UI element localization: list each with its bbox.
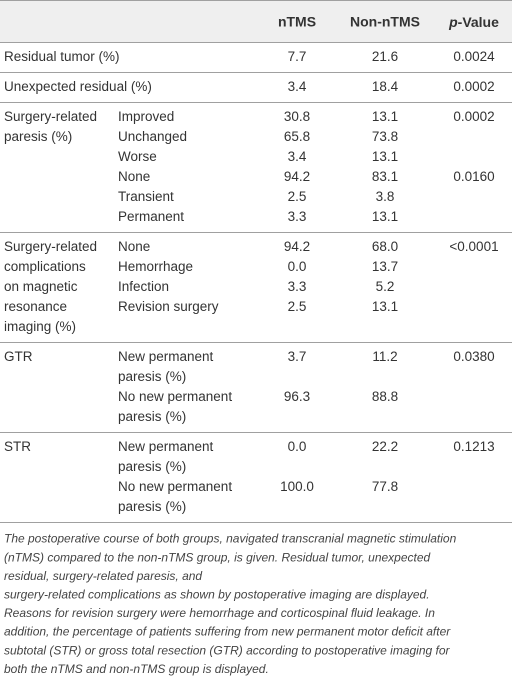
non-ntms-value: 13.1 [372,299,398,314]
ntms-value: 30.8 [284,109,310,124]
row-label: Residual tumor (%) [4,49,120,64]
p-value: 0.0002 [453,79,494,94]
p-value: 0.0160 [453,169,494,184]
footnote-line: The postoperative course of both groups,… [4,532,457,546]
ntms-value: 0.0 [288,439,307,454]
row-label: Surgery-related [4,239,97,254]
non-ntms-value: 77.8 [372,479,398,494]
row-label: imaging (%) [4,319,76,334]
header-p-value: p-Value [448,14,499,30]
sub-label: Unchanged [118,129,187,144]
non-ntms-value: 5.2 [376,279,395,294]
footnote-line: residual, surgery-related paresis, and [4,569,202,583]
sub-label: Improved [118,109,174,124]
sub-label: Revision surgery [118,299,219,314]
sub-label: New permanent [118,439,214,454]
sub-label: Infection [118,279,169,294]
sub-label: None [118,239,150,254]
sub-label: New permanent [118,349,214,364]
header-band [0,0,512,42]
non-ntms-value: 22.2 [372,439,398,454]
sub-label: Transient [118,189,174,204]
ntms-value: 3.3 [288,279,307,294]
row-label: on magnetic [4,279,78,294]
ntms-value: 2.5 [288,299,307,314]
row-label: GTR [4,349,33,364]
sub-label: paresis (%) [118,499,186,514]
row-label: resonance [4,299,67,314]
p-value: 0.0380 [453,349,494,364]
ntms-value: 2.5 [288,189,307,204]
sub-label: Permanent [118,209,184,224]
non-ntms-value: 68.0 [372,239,398,254]
sub-label: None [118,169,150,184]
ntms-value: 0.0 [288,259,307,274]
ntms-value: 3.4 [288,149,307,164]
ntms-value: 3.7 [288,349,307,364]
header-non-ntms: Non-nTMS [350,14,420,30]
sub-label: paresis (%) [118,409,186,424]
footnote-line: both the nTMS and non-nTMS group is disp… [4,662,269,676]
ntms-value: 65.8 [284,129,310,144]
row-label: paresis (%) [4,129,72,144]
header-value: -Value [458,14,499,30]
non-ntms-value: 13.1 [372,109,398,124]
row-label: Unexpected residual (%) [4,79,152,94]
header-p: p [448,14,458,30]
sub-label: Worse [118,149,157,164]
sub-label: No new permanent [118,389,232,404]
ntms-value: 3.3 [288,209,307,224]
non-ntms-value: 3.8 [376,189,395,204]
footnote-line: Reasons for revision surgery were hemorr… [4,606,435,620]
non-ntms-value: 13.1 [372,209,398,224]
p-value: 0.0002 [453,109,494,124]
header-ntms: nTMS [278,14,316,30]
footnote-line: subtotal (STR) or gross total resection … [4,643,451,657]
non-ntms-value: 13.7 [372,259,398,274]
non-ntms-value: 21.6 [372,49,398,64]
row-label: STR [4,439,31,454]
ntms-value: 94.2 [284,169,310,184]
sub-label: paresis (%) [118,369,186,384]
ntms-value: 100.0 [280,479,314,494]
sub-label: No new permanent [118,479,232,494]
p-value: <0.0001 [449,239,498,254]
footnote-line: addition, the percentage of patients suf… [4,625,451,639]
sub-label: Hemorrhage [118,259,193,274]
footnote-line: surgery-related complications as shown b… [4,587,430,601]
non-ntms-value: 11.2 [372,349,397,364]
p-value: 0.0024 [453,49,495,64]
non-ntms-value: 18.4 [372,79,399,94]
row-label: complications [4,259,86,274]
non-ntms-value: 73.8 [372,129,398,144]
ntms-value: 7.7 [288,49,307,64]
ntms-value: 94.2 [284,239,310,254]
non-ntms-value: 88.8 [372,389,398,404]
non-ntms-value: 13.1 [372,149,398,164]
p-value: 0.1213 [453,439,494,454]
non-ntms-value: 83.1 [372,169,398,184]
ntms-value: 3.4 [288,79,307,94]
footnote-line: (nTMS) compared to the non-nTMS group, i… [4,550,431,564]
sub-label: paresis (%) [118,459,186,474]
row-label: Surgery-related [4,109,97,124]
ntms-value: 96.3 [284,389,310,404]
